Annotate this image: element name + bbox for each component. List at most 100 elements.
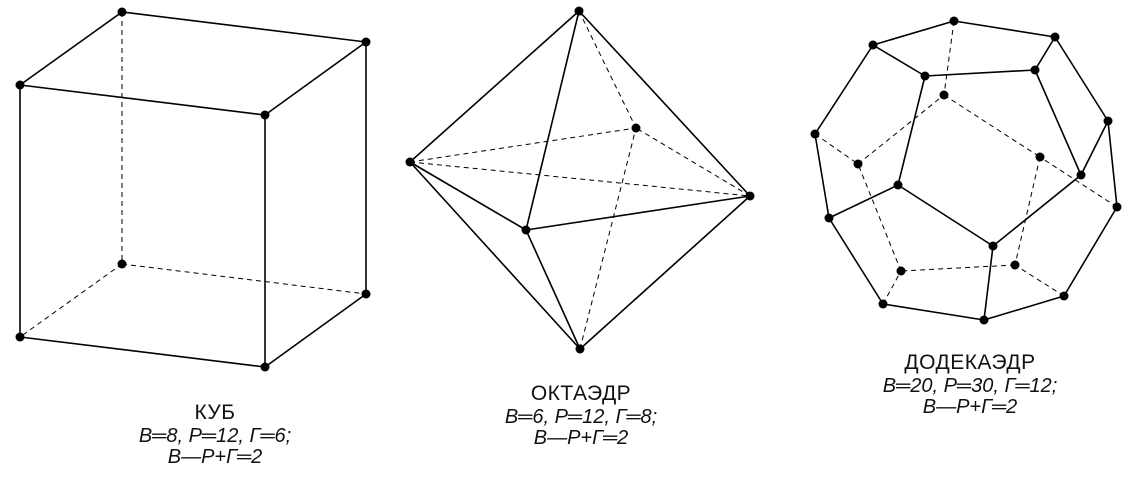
dodecahedron-edge: [872, 20, 955, 46]
dodecahedron-vertex: [1059, 291, 1069, 301]
dodecahedron-caption: ДОДЕКАЭДР В═20, Р═30, Г═12; В—Р+Г═2: [850, 350, 1090, 418]
dodecahedron-edge: [897, 75, 926, 186]
cube-vertex: [361, 289, 371, 299]
dodecahedron-vertex: [1050, 32, 1060, 42]
dodecahedron-hidden-edge: [857, 163, 902, 272]
dodecahedron-edge: [828, 184, 899, 219]
dodecahedron-vertex: [988, 241, 998, 251]
cube-vertex: [260, 110, 270, 120]
octahedron-hidden-edge: [579, 127, 637, 350]
octahedron-vertex: [745, 191, 755, 201]
octahedron-vertex: [521, 225, 531, 235]
dodecahedron-edge: [924, 69, 1036, 77]
dodecahedron-hidden-edge: [943, 20, 955, 96]
octahedron-edge: [578, 10, 751, 197]
cube-euler: В—Р+Г═2: [167, 446, 263, 468]
cube-vertex: [361, 37, 371, 47]
octahedron-hidden-edge: [409, 127, 637, 163]
dodecahedron-hidden-edge: [1014, 264, 1065, 297]
octahedron-vertex: [405, 157, 415, 167]
dodecahedron-edge: [1107, 120, 1118, 208]
octahedron-edge: [409, 10, 580, 163]
dodecahedron-edge: [882, 303, 985, 321]
cube-vertex: [117, 7, 127, 17]
cube-hidden-edge: [19, 263, 123, 338]
dodecahedron-edge: [814, 44, 874, 135]
dodecahedron-edge: [1054, 36, 1109, 122]
dodecahedron-vertex: [868, 40, 878, 50]
octahedron-hidden-edge: [635, 127, 751, 197]
dodecahedron-hidden-edge: [882, 270, 902, 305]
dodecahedron-edge: [1080, 120, 1109, 176]
dodecahedron-edge: [953, 20, 1056, 38]
dodecahedron-hidden-edge: [1039, 156, 1118, 208]
dodecahedron-vertex: [939, 90, 949, 100]
dodecahedron-hidden-edge: [1014, 156, 1041, 266]
octahedron-counts: В═6, Р═12, Г═8;: [504, 406, 658, 428]
dodecahedron-edge: [872, 44, 926, 77]
cube-edge: [264, 41, 367, 116]
dodecahedron-vertex: [1112, 202, 1122, 212]
cube-title: КУБ: [194, 401, 236, 424]
dodecahedron-euler: В—Р+Г═2: [922, 396, 1018, 418]
octahedron-caption: ОКТАЭДР В═6, Р═12, Г═8; В—Р+Г═2: [476, 381, 686, 449]
cube-edge: [121, 11, 367, 43]
dodecahedron-hidden-edge: [857, 94, 945, 165]
octahedron-hidden-edge: [578, 10, 637, 129]
cube-hidden-edge: [121, 263, 367, 295]
octahedron-edge: [525, 195, 751, 231]
octahedron-edge: [409, 161, 581, 350]
dodecahedron-vertex: [893, 180, 903, 190]
dodecahedron-edge: [983, 295, 1065, 321]
octahedron-vertex: [575, 344, 585, 354]
dodecahedron-vertex: [1030, 65, 1040, 75]
dodecahedron-edge: [1034, 69, 1082, 176]
cube-counts: В═8, Р═12, Г═6;: [138, 425, 292, 447]
octahedron-hidden-edge: [409, 161, 751, 197]
dodecahedron-edge: [983, 245, 994, 321]
cube-edge: [19, 11, 123, 86]
octahedron-edge: [525, 10, 580, 231]
cube-vertex: [117, 259, 127, 269]
dodecahedron-hidden-edge: [814, 133, 859, 165]
dodecahedron-edge: [1063, 206, 1118, 297]
octahedron-edge: [525, 229, 581, 350]
dodecahedron-edge: [828, 217, 884, 305]
cube-vertex: [15, 332, 25, 342]
dodecahedron-drawing: [810, 16, 1122, 325]
dodecahedron-vertex: [949, 16, 959, 26]
octahedron-vertex: [631, 123, 641, 133]
octahedron-edge: [409, 161, 527, 231]
octahedron-drawing: [405, 6, 755, 354]
cube-caption: КУБ В═8, Р═12, Г═6; В—Р+Г═2: [120, 400, 310, 468]
dodecahedron-vertex: [853, 159, 863, 169]
dodecahedron-vertex: [1010, 260, 1020, 270]
dodecahedron-hidden-edge: [900, 264, 1016, 272]
cube-edge: [264, 293, 367, 368]
dodecahedron-title: ДОДЕКАЭДР: [904, 351, 1036, 374]
octahedron-vertex: [574, 6, 584, 16]
dodecahedron-vertex: [878, 299, 888, 309]
dodecahedron-vertex: [824, 213, 834, 223]
dodecahedron-vertex: [1035, 152, 1045, 162]
cube-vertex: [15, 80, 25, 90]
dodecahedron-edge: [992, 174, 1082, 247]
cube-drawing: [15, 7, 371, 372]
cube-edge: [19, 84, 266, 116]
dodecahedron-vertex: [1103, 116, 1113, 126]
cube-vertex: [260, 362, 270, 372]
dodecahedron-counts: В═20, Р═30, Г═12;: [882, 375, 1058, 397]
dodecahedron-hidden-edge: [943, 94, 1041, 158]
dodecahedron-vertex: [896, 266, 906, 276]
cube-edge: [19, 336, 266, 368]
dodecahedron-edge: [814, 133, 830, 219]
octahedron-euler: В—Р+Г═2: [533, 427, 629, 449]
dodecahedron-vertex: [979, 315, 989, 325]
octahedron-edge: [579, 195, 751, 350]
octahedron-title: ОКТАЭДР: [530, 382, 632, 405]
dodecahedron-edge: [897, 184, 994, 247]
dodecahedron-edge: [1034, 36, 1056, 71]
dodecahedron-vertex: [810, 129, 820, 139]
dodecahedron-vertex: [1076, 170, 1086, 180]
